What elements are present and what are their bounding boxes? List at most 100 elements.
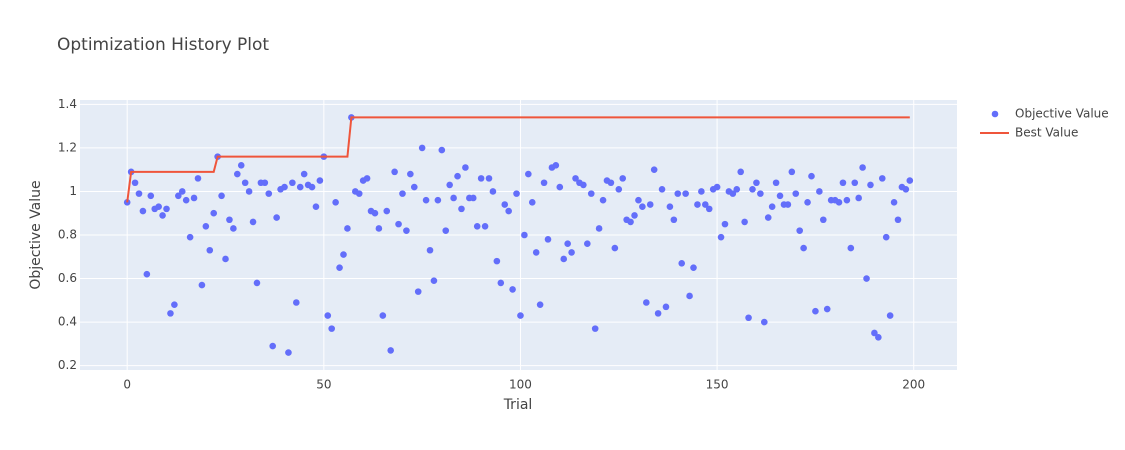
point [839, 179, 847, 187]
point [587, 190, 595, 197]
point [808, 172, 815, 180]
point [395, 220, 402, 228]
point [513, 190, 520, 197]
point [143, 270, 151, 278]
point [662, 303, 670, 311]
point [450, 194, 457, 202]
point [835, 199, 843, 206]
point [489, 188, 497, 195]
point [607, 179, 615, 187]
point [462, 164, 469, 171]
point [485, 175, 493, 182]
point [293, 299, 300, 306]
point [399, 190, 406, 197]
point [332, 199, 339, 206]
y-tick-label: 0.8 [58, 228, 77, 242]
point [878, 175, 886, 182]
point [635, 196, 642, 204]
point [375, 225, 383, 232]
legend-label: Best Value [1015, 126, 1078, 140]
point [159, 212, 166, 219]
point [206, 246, 214, 254]
point [611, 244, 619, 252]
point [584, 240, 591, 248]
point [222, 255, 229, 263]
point [823, 305, 831, 313]
point [544, 236, 552, 243]
point [281, 183, 288, 191]
point [595, 225, 603, 232]
point [816, 188, 823, 195]
point [568, 249, 575, 256]
point [418, 144, 426, 152]
point [819, 216, 827, 224]
point [261, 179, 269, 187]
point [591, 325, 599, 332]
point [556, 183, 564, 191]
point [855, 194, 862, 202]
point [804, 199, 811, 206]
x-tick-label: 0 [123, 378, 131, 392]
point [316, 177, 324, 184]
point [654, 310, 662, 317]
point [863, 275, 870, 282]
point [383, 207, 391, 215]
legend-symbol [991, 110, 999, 118]
point [792, 190, 800, 197]
point [772, 179, 780, 187]
point [407, 170, 414, 178]
point [481, 222, 489, 230]
y-tick-label: 0.6 [58, 271, 77, 285]
point [422, 196, 430, 204]
point [414, 288, 422, 295]
point [890, 199, 898, 206]
point [477, 175, 485, 182]
point [698, 188, 705, 195]
point [615, 185, 623, 193]
point [784, 201, 792, 208]
point [713, 183, 721, 191]
point [741, 218, 748, 226]
point [178, 188, 186, 195]
point [289, 179, 296, 187]
y-tick-label: 1.2 [58, 140, 77, 154]
point [678, 260, 686, 267]
point [308, 183, 316, 191]
point [690, 264, 697, 271]
point [650, 166, 658, 173]
point [139, 207, 147, 215]
point [434, 196, 442, 204]
point [426, 246, 434, 254]
point [599, 196, 607, 204]
point [745, 314, 752, 322]
point [525, 170, 532, 178]
point [344, 225, 351, 232]
point [760, 318, 768, 326]
point [410, 183, 418, 191]
point [505, 207, 512, 215]
point [643, 299, 650, 306]
point [355, 190, 363, 197]
point [572, 175, 579, 182]
point [438, 146, 446, 154]
y-tick-label: 0.2 [58, 358, 77, 372]
point [363, 175, 371, 182]
point [442, 227, 450, 234]
point [705, 205, 713, 213]
point [285, 349, 292, 356]
point [670, 216, 678, 224]
point [241, 179, 249, 187]
point [194, 175, 202, 182]
point [847, 244, 855, 252]
point [812, 307, 819, 315]
point [757, 190, 764, 197]
point [171, 301, 178, 308]
point [717, 233, 725, 241]
x-tick-label: 50 [316, 378, 331, 392]
point [493, 257, 501, 265]
point [875, 334, 882, 341]
point [269, 342, 277, 350]
point [564, 240, 571, 248]
point [473, 222, 481, 230]
